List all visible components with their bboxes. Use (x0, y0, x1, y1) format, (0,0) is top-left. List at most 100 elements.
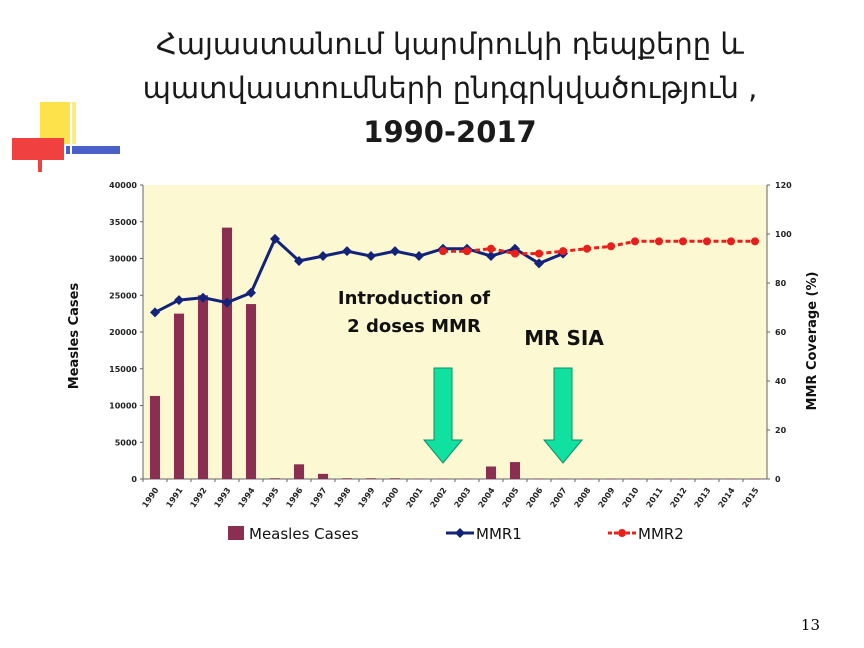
decor-yellow-square (40, 102, 70, 144)
legend-swatch-cases (228, 526, 244, 540)
y2-tick-label: 120 (775, 181, 792, 190)
y2-tick-label: 60 (775, 328, 787, 337)
x-tick-label: 2005 (500, 486, 520, 510)
x-tick-label: 2002 (428, 486, 448, 509)
bar-measles-cases (341, 478, 353, 479)
legend-label-cases: Measles Cases (249, 525, 359, 543)
y2-tick-label: 0 (775, 475, 781, 484)
point-mmr2 (511, 249, 519, 258)
y2-tick-label: 20 (775, 426, 787, 435)
y-tick-label: 10000 (109, 402, 137, 411)
x-tick-label: 1995 (260, 486, 280, 510)
point-mmr1 (414, 251, 424, 262)
y2-tick-label: 100 (775, 230, 792, 239)
bar-measles-cases (293, 464, 305, 479)
x-tick-label: 2008 (572, 486, 592, 510)
point-mmr2 (607, 242, 615, 251)
bar-measles-cases (389, 478, 401, 479)
bar-measles-cases (197, 295, 209, 479)
y-tick-label: 40000 (109, 181, 137, 190)
bar-measles-cases (461, 478, 473, 480)
line-mmr2 (443, 239, 755, 256)
x-tick-label: 2012 (668, 486, 688, 509)
x-tick-label: 1996 (284, 486, 304, 510)
annotation-mr-sia: MR SIA (524, 326, 604, 350)
y-tick-label: 35000 (109, 218, 137, 227)
point-mmr2 (727, 237, 735, 246)
y-axis-title: Measles Cases (67, 283, 82, 390)
bar-measles-cases (533, 478, 545, 480)
bar-measles-cases (365, 478, 377, 479)
point-mmr2 (583, 244, 591, 253)
y-tick-label: 0 (131, 475, 137, 484)
y-tick-label: 15000 (109, 365, 137, 374)
bar-measles-cases (557, 478, 569, 480)
point-mmr1 (486, 251, 496, 262)
annotation-mmr-intro-line1: Introduction of (338, 288, 490, 309)
point-mmr2 (655, 237, 663, 246)
y-tick-label: 5000 (115, 438, 138, 447)
bar-measles-cases (629, 478, 641, 480)
annotation-arrow (542, 367, 584, 464)
point-mmr2 (703, 237, 711, 246)
x-tick-label: 1990 (140, 486, 160, 510)
point-mmr2 (559, 247, 567, 256)
bar-measles-cases (509, 462, 521, 479)
x-tick-label: 2004 (476, 486, 496, 510)
x-tick-label: 2013 (692, 486, 712, 509)
title-line-1: Հայաստանում կարմրուկի դեպքերը և (156, 27, 744, 61)
bar-measles-cases (269, 478, 281, 479)
y-tick-label: 25000 (109, 291, 137, 300)
bar-measles-cases (485, 466, 497, 479)
x-tick-label: 1994 (236, 486, 256, 510)
bar-measles-cases (317, 473, 329, 479)
y2-tick-label: 40 (775, 377, 787, 386)
bar-measles-cases (581, 478, 593, 480)
x-tick-label: 1998 (332, 486, 352, 510)
point-mmr1 (270, 233, 280, 244)
y-tick-label: 20000 (109, 328, 137, 337)
x-tick-label: 1993 (212, 486, 232, 509)
point-mmr1 (174, 295, 184, 306)
x-tick-label: 2001 (404, 486, 424, 510)
point-mmr1 (198, 292, 208, 303)
x-tick-label: 2000 (380, 486, 400, 510)
decor-blue-bar (66, 146, 120, 154)
legend-label-mmr1: MMR1 (476, 525, 522, 543)
annotation-mmr-intro-line2: 2 doses MMR (347, 316, 481, 337)
x-tick-label: 1999 (356, 486, 376, 510)
x-tick-label: 2003 (452, 486, 472, 509)
x-tick-label: 2015 (740, 486, 760, 510)
x-tick-label: 2006 (524, 486, 544, 510)
point-mmr1 (342, 246, 352, 257)
annotation-arrow (422, 367, 464, 464)
legend-marker-mmr2 (618, 529, 626, 537)
bar-measles-cases (701, 478, 713, 480)
point-mmr2 (751, 237, 759, 246)
y2-axis-title: MMR Coverage (%) (805, 272, 820, 411)
point-mmr2 (463, 247, 471, 256)
decor-red-vertical (38, 138, 42, 172)
point-mmr1 (246, 287, 256, 298)
point-mmr2 (679, 237, 687, 246)
x-tick-label: 1991 (164, 486, 184, 510)
point-mmr1 (150, 307, 160, 318)
slide-number: 13 (800, 616, 820, 634)
bar-measles-cases (245, 304, 257, 479)
bar-measles-cases (653, 478, 665, 480)
bar-measles-cases (677, 478, 689, 480)
point-mmr1 (222, 297, 232, 308)
legend-marker-mmr1 (455, 528, 465, 538)
bar-measles-cases (149, 395, 161, 479)
point-mmr1 (534, 258, 544, 269)
x-tick-label: 1997 (308, 486, 328, 509)
x-tick-label: 2010 (620, 486, 640, 510)
legend-label-mmr2: MMR2 (638, 525, 684, 543)
bar-measles-cases (413, 478, 425, 480)
decor-white-line (70, 102, 72, 162)
x-tick-label: 2009 (596, 486, 616, 510)
bar-measles-cases (173, 313, 185, 479)
point-mmr1 (390, 246, 400, 257)
bar-measles-cases (437, 478, 449, 480)
